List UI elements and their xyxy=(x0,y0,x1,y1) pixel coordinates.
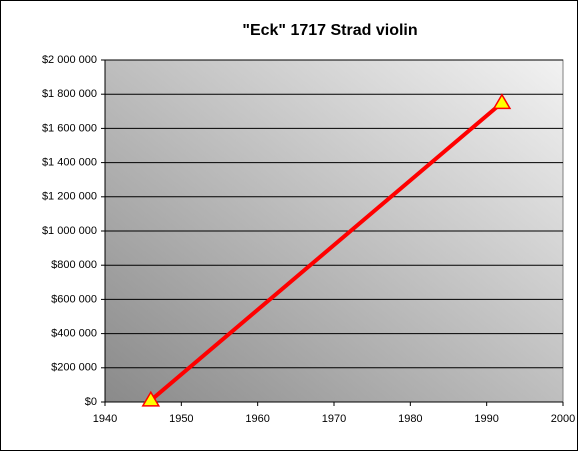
x-tick-label: 1940 xyxy=(93,413,117,425)
y-tick-label: $1 800 000 xyxy=(42,88,97,100)
x-tick-label: 1950 xyxy=(169,413,193,425)
y-tick-label: $1 600 000 xyxy=(42,122,97,134)
chart-title: "Eck" 1717 Strad violin xyxy=(242,22,417,39)
y-tick-label: $800 000 xyxy=(51,259,97,271)
y-tick-label: $0 xyxy=(85,396,97,408)
y-tick-label: $1 000 000 xyxy=(42,225,97,237)
y-tick-label: $1 200 000 xyxy=(42,191,97,203)
y-tick-label: $400 000 xyxy=(51,328,97,340)
y-tick-label: $2 000 000 xyxy=(42,54,97,66)
data-line xyxy=(149,101,504,402)
y-tick-label: $200 000 xyxy=(51,362,97,374)
x-tick-label: 1980 xyxy=(398,413,422,425)
x-tick-label: 1970 xyxy=(322,413,346,425)
y-tick-label: $600 000 xyxy=(51,293,97,305)
data-marker xyxy=(492,93,512,110)
x-tick-label: 2000 xyxy=(551,413,575,425)
x-tick-label: 1990 xyxy=(474,413,498,425)
x-tick-label: 1960 xyxy=(245,413,269,425)
y-tick-label: $1 400 000 xyxy=(42,157,97,169)
data-marker xyxy=(141,390,161,407)
